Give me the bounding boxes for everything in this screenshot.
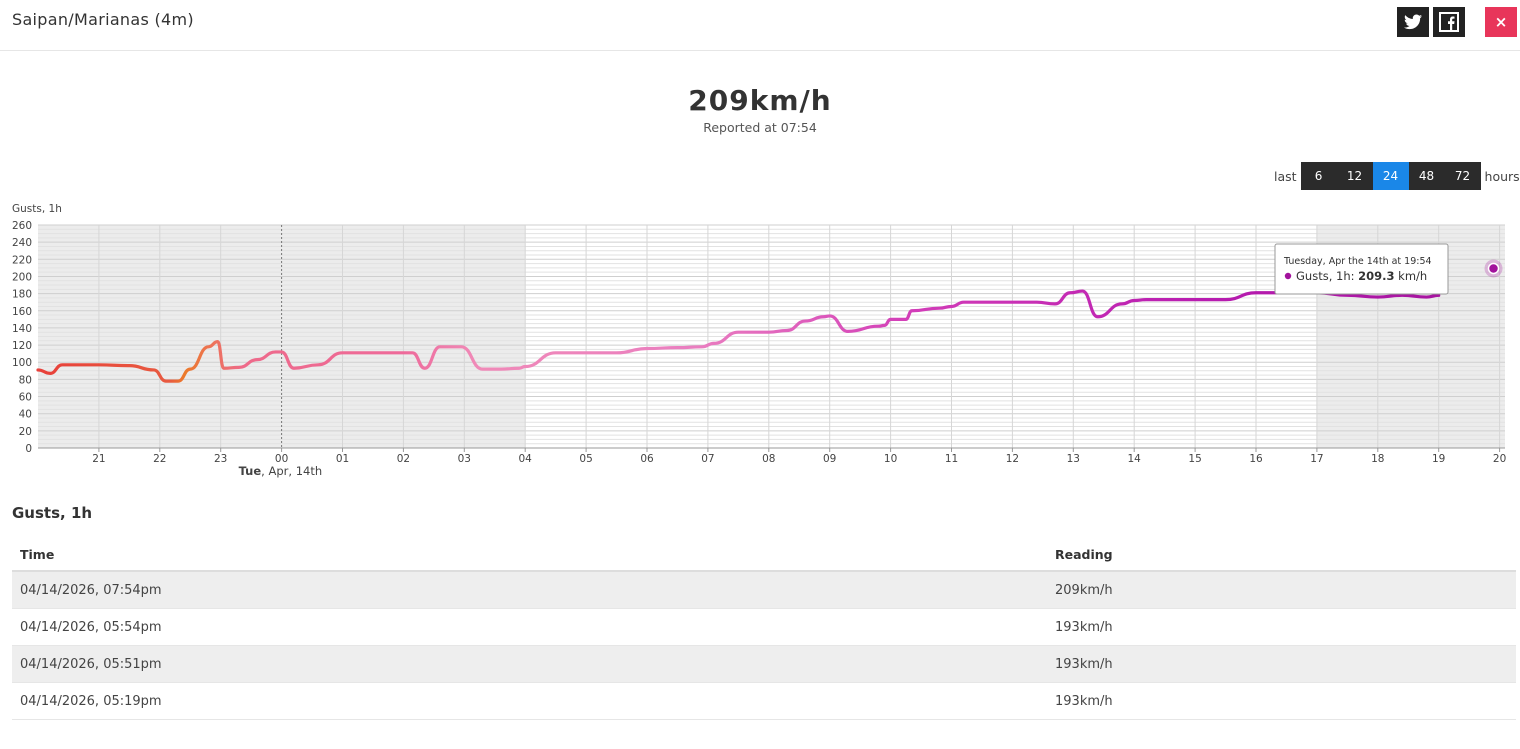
twitter-share-button[interactable] bbox=[1397, 7, 1429, 37]
column-header-time: Time bbox=[12, 538, 1047, 572]
x-tick-label: 11 bbox=[945, 453, 958, 465]
x-tick-label: 04 bbox=[519, 453, 533, 465]
latest-data-point[interactable] bbox=[1487, 262, 1500, 275]
cell-reading: 209km/h bbox=[1047, 571, 1516, 609]
y-tick-label: 140 bbox=[12, 323, 32, 335]
hours-option-12[interactable]: 12 bbox=[1336, 162, 1373, 190]
close-button[interactable]: × bbox=[1485, 7, 1517, 37]
y-tick-label: 40 bbox=[19, 409, 32, 421]
close-icon: × bbox=[1494, 13, 1508, 31]
y-tick-label: 120 bbox=[12, 340, 32, 352]
x-tick-label: 05 bbox=[579, 453, 592, 465]
x-tick-label: 19 bbox=[1432, 453, 1445, 465]
date-label-day: Tue bbox=[239, 464, 262, 478]
table-row: 04/14/2026, 05:54pm 193km/h bbox=[12, 608, 1516, 646]
x-tick-label: 13 bbox=[1067, 453, 1080, 465]
column-header-reading: Reading bbox=[1047, 538, 1516, 572]
twitter-icon bbox=[1404, 14, 1422, 30]
x-tick-label: 09 bbox=[823, 453, 836, 465]
x-tick-label: 10 bbox=[884, 453, 897, 465]
y-tick-label: 60 bbox=[19, 392, 32, 404]
chart-tooltip: Tuesday, Apr the 14th at 19:54 Gusts, 1h… bbox=[1274, 243, 1449, 295]
date-label: Tue, Apr, 14th bbox=[239, 464, 323, 478]
y-tick-label: 80 bbox=[19, 374, 32, 386]
modal-header: Saipan/Marianas (4m) × bbox=[0, 0, 1520, 51]
y-axis-title: Gusts, 1h bbox=[12, 203, 62, 215]
facebook-share-button[interactable] bbox=[1433, 7, 1465, 37]
y-tick-label: 240 bbox=[12, 237, 32, 249]
tooltip-series-dot bbox=[1284, 272, 1292, 280]
tooltip-series: Gusts, 1h: bbox=[1296, 269, 1358, 283]
table-row: 04/14/2026, 05:19pm 193km/h bbox=[12, 682, 1516, 720]
x-tick-label: 07 bbox=[701, 453, 714, 465]
x-tick-label: 15 bbox=[1188, 453, 1201, 465]
facebook-icon bbox=[1439, 12, 1459, 32]
gusts-series-line bbox=[36, 289, 1441, 383]
gusts-chart: 21 22 23 00 01 02 03 04 05 06 07 08 09 10 11 12 13 14 15 16… bbox=[12, 203, 1506, 478]
current-gust-value: 209km/h bbox=[688, 84, 832, 117]
x-tick-label: 21 bbox=[92, 453, 105, 465]
tooltip-value: Gusts, 1h: 209.3 km/h bbox=[1296, 269, 1427, 283]
x-tick-label: 08 bbox=[762, 453, 775, 465]
x-tick-label: 06 bbox=[640, 453, 654, 465]
tooltip-unit: km/h bbox=[1395, 269, 1428, 283]
table-header-row: Time Reading bbox=[12, 538, 1516, 572]
cell-reading: 193km/h bbox=[1047, 682, 1516, 720]
x-tick-label: 16 bbox=[1249, 453, 1263, 465]
x-tick-label: 01 bbox=[336, 453, 349, 465]
cell-time: 04/14/2026, 07:54pm bbox=[12, 571, 1047, 609]
hours-prefix: last bbox=[1274, 168, 1297, 184]
table-row: 04/14/2026, 05:51pm 193km/h bbox=[12, 645, 1516, 683]
table-title: Gusts, 1h bbox=[12, 504, 93, 522]
y-tick-label: 200 bbox=[12, 271, 32, 283]
cell-time: 04/14/2026, 05:54pm bbox=[12, 608, 1047, 646]
hours-selector: last 6 12 24 48 72 hours bbox=[1270, 162, 1520, 190]
y-tick-label: 260 bbox=[12, 220, 32, 232]
x-tick-label: 12 bbox=[1006, 453, 1019, 465]
y-tick-label: 180 bbox=[12, 289, 32, 301]
hours-option-24[interactable]: 24 bbox=[1372, 162, 1409, 190]
y-tick-label: 20 bbox=[19, 426, 32, 438]
hours-suffix: hours bbox=[1484, 168, 1520, 184]
cell-time: 04/14/2026, 05:51pm bbox=[12, 645, 1047, 683]
cell-time: 04/14/2026, 05:19pm bbox=[12, 682, 1047, 720]
x-tick-label: 14 bbox=[1128, 453, 1142, 465]
x-tick-label: 17 bbox=[1310, 453, 1323, 465]
x-tick-label: 23 bbox=[214, 453, 227, 465]
tooltip-number: 209.3 bbox=[1358, 269, 1394, 283]
cell-reading: 193km/h bbox=[1047, 645, 1516, 683]
x-tick-label: 03 bbox=[458, 453, 471, 465]
x-tick-label: 00 bbox=[275, 453, 288, 465]
hours-option-6[interactable]: 6 bbox=[1300, 162, 1337, 190]
hours-option-72[interactable]: 72 bbox=[1444, 162, 1481, 190]
tooltip-title: Tuesday, Apr the 14th at 19:54 bbox=[1283, 256, 1432, 267]
y-tick-label: 100 bbox=[12, 357, 32, 369]
date-label-rest: , Apr, 14th bbox=[261, 464, 322, 478]
table-row: 04/14/2026, 07:54pm 209km/h bbox=[12, 571, 1516, 609]
reported-time: Reported at 07:54 bbox=[703, 120, 817, 135]
x-tick-label: 18 bbox=[1371, 453, 1384, 465]
x-tick-label: 22 bbox=[153, 453, 166, 465]
x-tick-label: 02 bbox=[397, 453, 410, 465]
cell-reading: 193km/h bbox=[1047, 608, 1516, 646]
x-tick-label: 20 bbox=[1493, 453, 1506, 465]
station-title: Saipan/Marianas (4m) bbox=[12, 10, 194, 29]
y-tick-label: 160 bbox=[12, 306, 32, 318]
y-tick-label: 0 bbox=[25, 443, 32, 455]
y-tick-label: 220 bbox=[12, 254, 32, 266]
readings-table: Time Reading 04/14/2026, 07:54pm 209km/h… bbox=[12, 538, 1516, 720]
hours-option-48[interactable]: 48 bbox=[1408, 162, 1445, 190]
